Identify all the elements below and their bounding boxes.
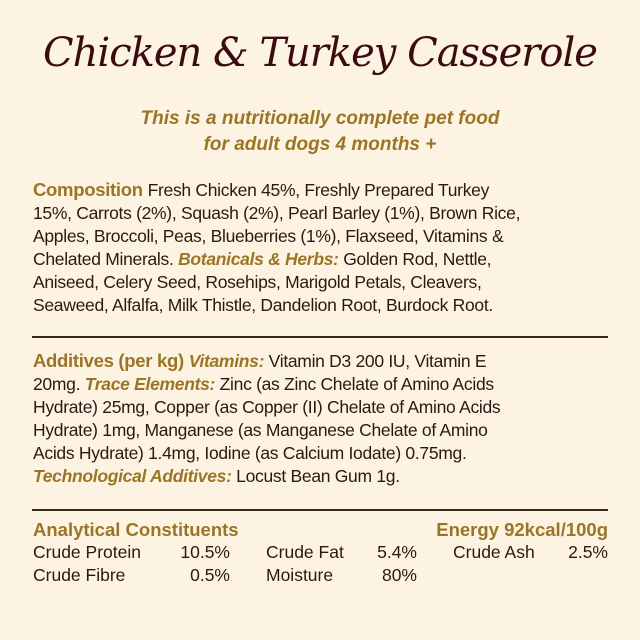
composition-line: Composition Fresh Chicken 45%, Freshly P… [33,178,613,202]
analytical-row: Crude Fibre 0.5% Moisture 80% [33,564,608,587]
composition-section: Composition Fresh Chicken 45%, Freshly P… [33,178,613,317]
body-text: Acids Hydrate) 1.4mg, Iodine (as Calcium… [33,443,467,463]
body-text: Locust Bean Gum 1g. [231,466,400,486]
section-heading: Additives (per kg) [33,350,189,371]
body-text: Seaweed, Alfalfa, Milk Thistle, Dandelio… [33,295,493,315]
constituent-label: Crude Protein [33,542,141,562]
constituent-value: 80% [381,565,417,585]
composition-line: Apples, Broccoli, Peas, Blueberries (1%)… [33,225,613,248]
analytical-constituents-section: Analytical Constituents Energy 92kcal/10… [33,518,608,587]
body-text: Zinc (as Zinc Chelate of Amino Acids [215,374,495,394]
body-text: Fresh Chicken 45%, Freshly Prepared Turk… [147,180,490,200]
additives-line: Acids Hydrate) 1.4mg, Iodine (as Calcium… [33,442,613,465]
body-text: Apples, Broccoli, Peas, Blueberries (1%)… [33,226,504,246]
additives-line: Hydrate) 1mg, Manganese (as Manganese Ch… [33,419,613,442]
body-text: Aniseed, Celery Seed, Rosehips, Marigold… [33,272,482,292]
body-text: 20mg. [33,374,85,394]
constituent-value: 10.5% [180,542,230,562]
subtitle-line: This is a nutritionally complete pet foo… [140,108,500,129]
body-text: Hydrate) 25mg, Copper (as Copper (II) Ch… [33,397,501,417]
constituent-value: 5.4% [377,542,417,562]
subheading: Botanicals & Herbs: [178,249,339,269]
subheading: Trace Elements: [84,374,216,394]
constituent-value: 0.5% [190,565,230,585]
constituent-label: Moisture [266,565,334,585]
additives-line: Additives (per kg) Vitamins: Vitamin D3 … [33,349,613,373]
analytical-heading: Analytical Constituents [33,519,239,540]
constituent-value: 2.5% [568,542,608,562]
section-heading: Composition [33,179,148,200]
constituent-label: Crude Fat [266,542,344,562]
additives-line: Technological Additives: Locust Bean Gum… [33,465,613,488]
divider [32,336,608,338]
divider [32,509,608,511]
constituent-label: Crude Ash [453,542,535,562]
composition-line: Aniseed, Celery Seed, Rosehips, Marigold… [33,271,613,294]
subheading: Technological Additives: [33,466,232,486]
composition-line: 15%, Carrots (2%), Squash (2%), Pearl Ba… [33,202,613,225]
product-title: Chicken & Turkey Casserole [43,30,598,76]
composition-line: Chelated Minerals. Botanicals & Herbs: G… [33,248,613,271]
product-subtitle: This is a nutritionally complete pet foo… [0,106,640,158]
body-text: Hydrate) 1mg, Manganese (as Manganese Ch… [33,420,488,440]
body-text: Vitamin D3 200 IU, Vitamin E [264,351,487,371]
body-text: 15%, Carrots (2%), Squash (2%), Pearl Ba… [33,203,521,223]
additives-section: Additives (per kg) Vitamins: Vitamin D3 … [33,349,613,488]
composition-line: Seaweed, Alfalfa, Milk Thistle, Dandelio… [33,294,613,317]
body-text: Golden Rod, Nettle, [338,249,492,269]
subtitle-line: for adult dogs 4 months + [203,134,437,155]
energy-value: Energy 92kcal/100g [436,519,608,540]
additives-line: 20mg. Trace Elements: Zinc (as Zinc Chel… [33,373,613,396]
analytical-row: Crude Protein 10.5% Crude Fat 5.4% Crude… [33,541,608,564]
subheading: Vitamins: [188,351,265,371]
additives-line: Hydrate) 25mg, Copper (as Copper (II) Ch… [33,396,613,419]
body-text: Chelated Minerals. [33,249,179,269]
constituent-label: Crude Fibre [33,565,126,585]
